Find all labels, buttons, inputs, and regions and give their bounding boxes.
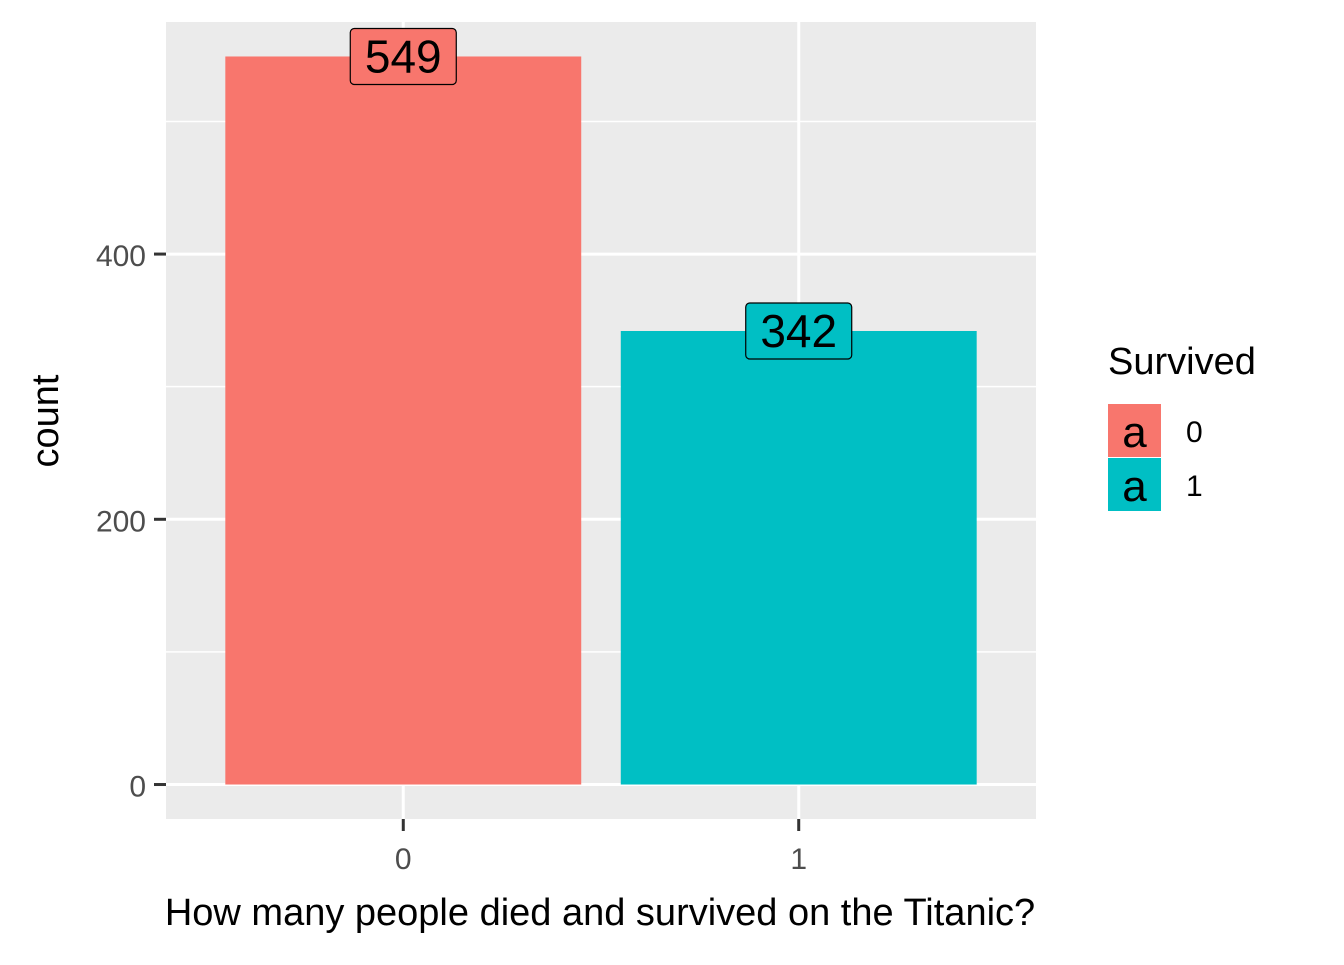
data-label-text: 549 bbox=[365, 30, 442, 82]
data-label-box bbox=[349, 27, 457, 86]
x-axis-title: How many people died and survived on the… bbox=[165, 892, 1035, 934]
legend-key bbox=[1108, 458, 1161, 511]
y-axis-title: count bbox=[25, 374, 67, 467]
y-tick-label: 200 bbox=[96, 505, 146, 538]
x-tick-label: 1 bbox=[790, 843, 807, 876]
bars bbox=[225, 56, 977, 785]
data-label-0: 549 bbox=[349, 27, 457, 86]
legend-key-glyph: a bbox=[1122, 462, 1147, 511]
legend-key-glyph: a bbox=[1122, 408, 1147, 457]
legend-label: 0 bbox=[1186, 416, 1203, 449]
legend: Survived a 0a 1 bbox=[1108, 341, 1256, 511]
x-tick-label: 0 bbox=[395, 843, 412, 876]
y-tick-label: 400 bbox=[96, 240, 146, 273]
legend-label: 1 bbox=[1186, 470, 1203, 503]
legend-title: Survived bbox=[1108, 341, 1256, 383]
legend-key bbox=[1108, 404, 1161, 457]
data-label-text: 342 bbox=[760, 305, 837, 357]
data-label-1: 342 bbox=[745, 302, 853, 360]
bar-0 bbox=[225, 56, 582, 785]
data-labels: 549 342 bbox=[349, 27, 853, 360]
y-axis: 0 200 400 bbox=[96, 240, 166, 804]
bar-1 bbox=[620, 330, 977, 785]
y-tick-label: 0 bbox=[129, 771, 146, 804]
data-label-box bbox=[745, 302, 853, 360]
